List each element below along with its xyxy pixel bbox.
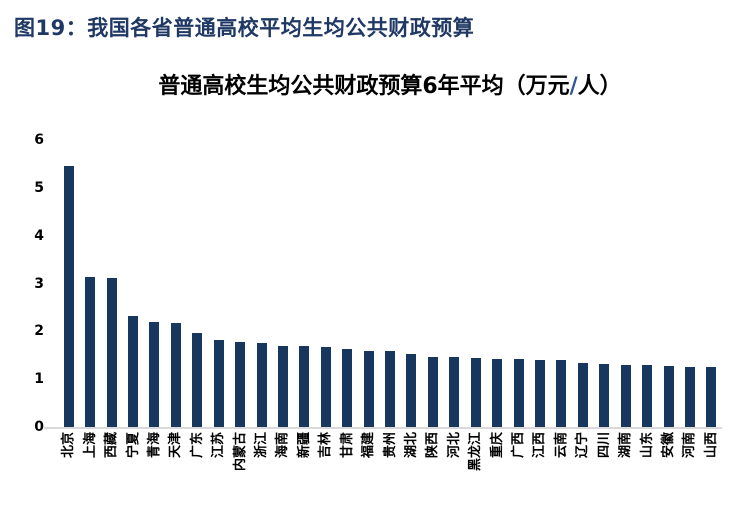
chart-title-text: 人）	[577, 74, 622, 99]
chart-title-text: 普通高校生均公共财政预算6年平均（万元	[158, 74, 570, 99]
figure-title: 图19：我国各省普通高校平均生均公共财政预算	[14, 16, 475, 40]
bar-北京	[63, 166, 74, 427]
x-tick-label: 陕西	[425, 432, 441, 459]
y-tick-label: 3	[34, 275, 44, 292]
bar-辽宁	[577, 362, 588, 427]
x-tick-label: 天津	[168, 432, 184, 459]
bar-河北	[449, 356, 460, 427]
bar-内蒙古	[235, 342, 246, 427]
x-tick-label: 山东	[639, 432, 655, 459]
x-tick-label: 甘肃	[339, 432, 355, 459]
x-tick-label: 内蒙古	[232, 432, 248, 472]
x-tick-label: 湖南	[618, 432, 634, 459]
x-tick-label: 广西	[511, 432, 526, 459]
y-axis: 0 1 2 3 4 5 6	[24, 132, 44, 435]
bar-天津	[170, 323, 181, 427]
bar-上海	[85, 276, 96, 427]
bar-吉林	[320, 347, 331, 427]
x-tick-label: 吉林	[318, 432, 334, 459]
chart-title-slash: /	[569, 74, 578, 99]
x-tick-label: 山西	[703, 432, 719, 459]
x-tick-label: 辽宁	[575, 432, 591, 459]
bar-广东	[192, 333, 203, 427]
bar-安徽	[663, 366, 674, 427]
y-tick-label: 1	[34, 371, 44, 388]
x-tick-label: 青海	[146, 432, 162, 459]
bar-重庆	[492, 358, 503, 427]
bar-青海	[149, 321, 160, 427]
x-tick-label: 西藏	[104, 432, 119, 459]
x-tick-label: 安徽	[661, 432, 676, 459]
x-tick-label: 上海	[82, 432, 98, 459]
bar-四川	[599, 363, 610, 427]
x-tick-label: 河北	[446, 432, 462, 459]
x-tick-label: 宁夏	[125, 432, 141, 459]
bar-陕西	[427, 356, 438, 427]
bar-海南	[277, 345, 288, 427]
bar-浙江	[256, 343, 267, 427]
y-tick-label: 2	[34, 323, 44, 340]
bar-云南	[556, 360, 567, 427]
bar-福建	[363, 350, 374, 427]
x-tick-label: 江苏	[211, 432, 227, 459]
x-tick-label: 湖北	[403, 432, 419, 459]
bar-甘肃	[342, 349, 353, 427]
x-tick-label: 四川	[596, 432, 612, 459]
x-tick-label: 广东	[189, 432, 205, 459]
y-tick-label: 5	[34, 179, 44, 196]
x-tick-label: 北京	[61, 432, 77, 459]
bar-湖北	[406, 353, 417, 427]
chart-title: 普通高校生均公共财政预算6年平均（万元/人）	[58, 68, 722, 100]
x-tick-label: 福建	[361, 432, 377, 459]
y-tick-label: 6	[34, 132, 44, 148]
bar-宁夏	[128, 316, 138, 427]
x-tick-label: 重庆	[489, 432, 505, 459]
bar-河南	[684, 367, 695, 427]
x-tick-label: 河南	[682, 432, 698, 459]
x-axis: 北京 上海 西藏 宁夏 青海 天津 广东 江苏 内蒙古 浙江 海南 新疆 吉林 甘肃 福建 贵州 湖北 陕西 河北黑…	[58, 432, 722, 504]
x-tick-label: 江西	[532, 432, 548, 459]
x-axis-line	[44, 427, 722, 429]
bar-西藏	[106, 277, 117, 427]
bar-山西	[706, 367, 717, 427]
bar-山东	[642, 365, 652, 427]
bar-贵州	[385, 351, 395, 427]
plot-area	[58, 140, 722, 427]
bar-黑龙江	[470, 358, 481, 427]
bar-新疆	[299, 346, 310, 427]
x-tick-label: 云南	[553, 432, 569, 459]
bar-湖南	[620, 365, 631, 427]
bar-江苏	[213, 340, 224, 427]
bar-广西	[513, 359, 524, 427]
x-tick-label: 新疆	[296, 432, 312, 459]
x-tick-label: 浙江	[254, 432, 269, 459]
x-tick-label: 黑龙江	[468, 432, 484, 472]
x-tick-label: 海南	[275, 432, 291, 459]
y-tick-label: 4	[34, 227, 44, 244]
x-tick-label: 贵州	[382, 432, 398, 459]
y-tick-label: 0	[34, 419, 44, 435]
bar-江西	[534, 360, 545, 427]
